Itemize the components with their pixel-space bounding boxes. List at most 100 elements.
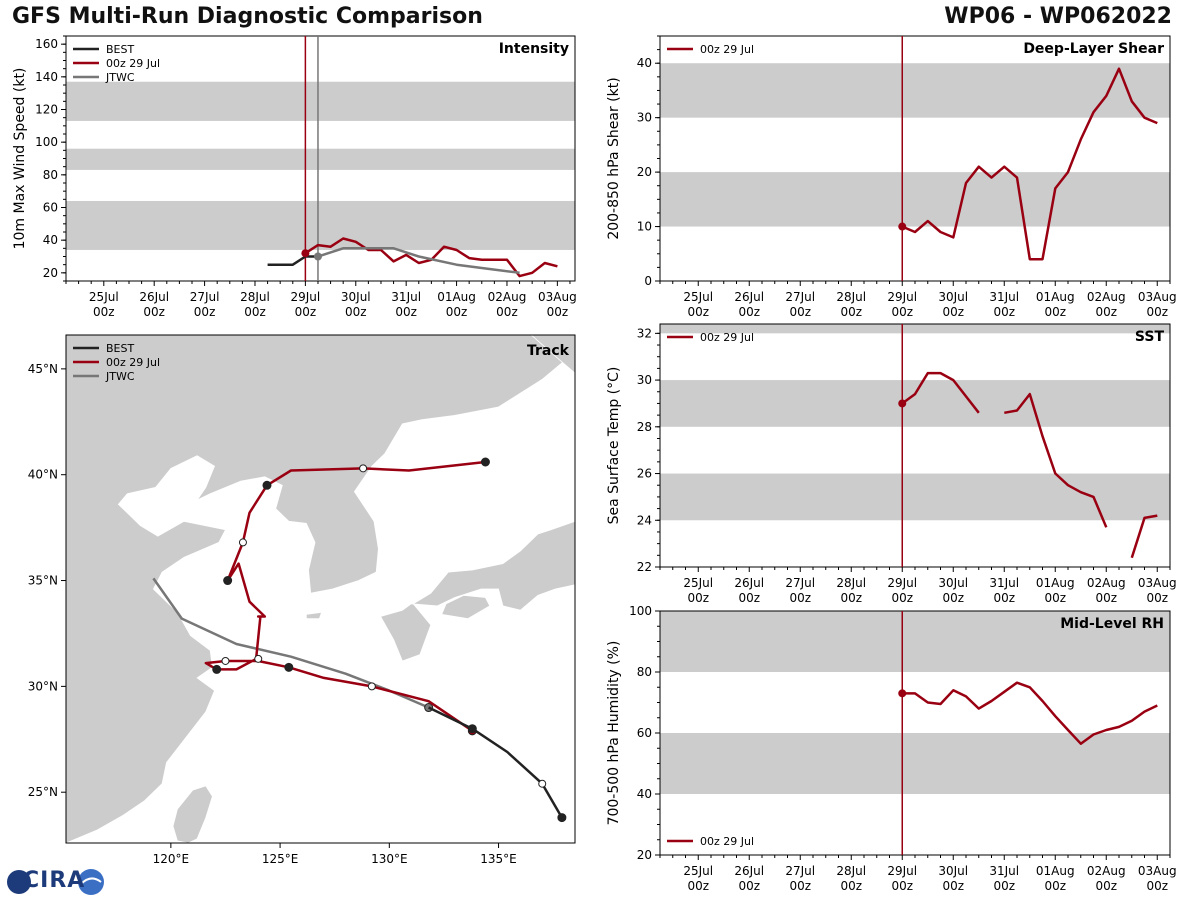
sst-band-1 xyxy=(660,380,1170,427)
track-marker-run xyxy=(367,682,376,691)
intensity-legend-label: JTWC xyxy=(105,71,135,84)
rh-xtick-date: 31Jul xyxy=(989,864,1019,878)
sst-ytick-label: 22 xyxy=(637,560,652,574)
intensity-legend-label: BEST xyxy=(106,43,134,56)
track-ytick-label: 35°N xyxy=(28,574,58,588)
track-xtick-label: 125°E xyxy=(262,852,299,866)
intensity-ytick-label: 120 xyxy=(35,103,58,117)
intensity-ytick-label: 100 xyxy=(35,135,58,149)
rh-ylabel: 700-500 hPa Humidity (%) xyxy=(606,641,622,826)
track-marker-run xyxy=(254,654,263,663)
sst-ytick-label: 26 xyxy=(637,467,652,481)
intensity-band-1 xyxy=(66,148,575,170)
rh-series-run-0 xyxy=(902,681,1158,745)
track-marker-best xyxy=(467,724,477,734)
intensity-xtick-date: 25Jul xyxy=(89,290,119,304)
track-ytick-label: 45°N xyxy=(28,362,58,376)
sst-xtick-date: 25Jul xyxy=(683,576,713,590)
track-land-4 xyxy=(530,335,575,374)
track-marker-run xyxy=(221,656,230,665)
shear-band-0 xyxy=(660,172,1170,227)
intensity-ytick-label: 20 xyxy=(43,266,58,280)
track-marker-run xyxy=(359,464,368,473)
rh-xtick-hour: 00z xyxy=(1146,879,1168,893)
shear-xtick-date: 27Jul xyxy=(785,290,815,304)
rh-xtick-hour: 00z xyxy=(840,879,862,893)
sst-xtick-date: 31Jul xyxy=(989,576,1019,590)
rh-xtick-hour: 00z xyxy=(1044,879,1066,893)
shear-xtick-hour: 00z xyxy=(891,305,913,319)
track-marker-run xyxy=(238,538,247,547)
sst-xtick-hour: 00z xyxy=(840,591,862,605)
track-marker-run xyxy=(480,457,490,467)
sst-frame xyxy=(659,323,1171,568)
track-line-best xyxy=(428,706,563,819)
shear-xtick-date: 29Jul xyxy=(887,290,917,304)
sst-series-run-1 xyxy=(1004,392,1108,528)
figure-title: GFS Multi-Run Diagnostic Comparison xyxy=(12,4,483,29)
rh-xtick-hour: 00z xyxy=(891,879,913,893)
intensity-marker-jtwc xyxy=(313,252,322,261)
rh-xtick-date: 28Jul xyxy=(836,864,866,878)
shear-series-run-0 xyxy=(901,67,1158,261)
track-marker-run xyxy=(284,662,294,672)
sst-xtick-hour: 00z xyxy=(1044,591,1066,605)
sst-xtick-hour: 00z xyxy=(993,591,1015,605)
shear-legend-label: 00z 29 Jul xyxy=(700,43,754,56)
track-xtick-label: 130°E xyxy=(371,852,408,866)
rh-xtick-date: 25Jul xyxy=(683,864,713,878)
sst-xtick-date: 03Aug xyxy=(1138,576,1177,590)
sst-xtick-date: 28Jul xyxy=(836,576,866,590)
intensity-ytick-label: 60 xyxy=(43,201,58,215)
track-land-5 xyxy=(305,611,323,619)
sst-series-run-0 xyxy=(901,371,980,414)
track-land-3 xyxy=(441,594,491,620)
track-frame xyxy=(65,334,576,844)
track-land-2 xyxy=(380,520,575,662)
track-xtick-label: 120°E xyxy=(153,852,190,866)
intensity-xtick-date: 01Aug xyxy=(437,290,476,304)
sst-xtick-date: 01Aug xyxy=(1036,576,1075,590)
shear-xtick-hour: 00z xyxy=(942,305,964,319)
track-xtick-label: 135°E xyxy=(480,852,517,866)
shear-xtick-hour: 00z xyxy=(1044,305,1066,319)
intensity-band-0 xyxy=(66,200,575,250)
rh-xtick-date: 30Jul xyxy=(938,864,968,878)
intensity-series-jtwc-0 xyxy=(317,247,520,275)
shear-xtick-hour: 00z xyxy=(738,305,760,319)
track-title: Track xyxy=(527,343,570,359)
intensity-panel: 2040608010012014016025Jul00z26Jul00z27Ju… xyxy=(12,35,577,319)
rh-ytick-label: 60 xyxy=(637,726,652,740)
rh-panel: 2040608010025Jul00z26Jul00z27Jul00z28Jul… xyxy=(606,604,1177,893)
sst-xtick-hour: 00z xyxy=(789,591,811,605)
intensity-ytick-label: 140 xyxy=(35,70,58,84)
intensity-series-best-0 xyxy=(267,255,318,266)
shear-xtick-date: 01Aug xyxy=(1036,290,1075,304)
shear-ytick-label: 10 xyxy=(637,220,652,234)
intensity-ytick-label: 80 xyxy=(43,168,58,182)
intensity-xtick-hour: 00z xyxy=(244,305,266,319)
sst-panel: 22242628303225Jul00z26Jul00z27Jul00z28Ju… xyxy=(606,323,1177,605)
intensity-xtick-date: 03Aug xyxy=(538,290,577,304)
rh-xtick-hour: 00z xyxy=(687,879,709,893)
cira-logo: CIRA xyxy=(5,866,105,898)
rh-xtick-date: 02Aug xyxy=(1087,864,1126,878)
track-panel: 120°E 125°E 130°E 135°E 25°N 30°N 35°N 40°N 45°N… xyxy=(28,334,576,866)
shear-ytick-label: 0 xyxy=(644,274,652,288)
shear-xtick-date: 31Jul xyxy=(989,290,1019,304)
intensity-legend-label: 00z 29 Jul xyxy=(106,57,160,70)
intensity-ylabel: 10m Max Wind Speed (kt) xyxy=(12,68,28,250)
shear-marker-run xyxy=(898,222,907,231)
intensity-xtick-date: 31Jul xyxy=(391,290,421,304)
track-land-0 xyxy=(66,335,575,843)
rh-xtick-date: 27Jul xyxy=(785,864,815,878)
shear-ylabel: 200-850 hPa Shear (kt) xyxy=(606,77,622,239)
rh-ytick-label: 20 xyxy=(637,848,652,862)
rh-xtick-date: 01Aug xyxy=(1036,864,1075,878)
track-land-1 xyxy=(172,785,213,843)
sst-xtick-date: 29Jul xyxy=(887,576,917,590)
sst-series-run-2 xyxy=(1130,514,1158,559)
rh-legend-label: 00z 29 Jul xyxy=(700,835,754,848)
intensity-xtick-hour: 00z xyxy=(446,305,468,319)
shear-xtick-date: 28Jul xyxy=(836,290,866,304)
